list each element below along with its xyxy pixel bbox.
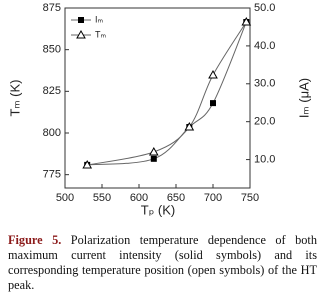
y-axis-label: Tₘ (K) [7, 80, 22, 117]
marker-square [210, 100, 216, 107]
legend-marker [76, 29, 86, 39]
x-tick-label: 750 [241, 192, 259, 204]
y2-tick-label: 40.0 [254, 40, 275, 52]
marker-triangle [208, 69, 218, 79]
x-tick-label: 500 [56, 192, 74, 204]
series-line [87, 21, 247, 166]
caption-text: Polarization temperature dependence of b… [8, 233, 317, 292]
y2-tick-label: 10.0 [254, 153, 275, 165]
x-tick-label: 600 [130, 192, 148, 204]
x-tick-label: 650 [167, 192, 185, 204]
legend-label: Iₘ [95, 14, 104, 24]
x-tick-label: 550 [93, 192, 111, 204]
marker-triangle [241, 16, 252, 26]
marker-triangle [82, 159, 93, 169]
series-line [87, 21, 247, 166]
y-tick-label: 800 [43, 127, 61, 139]
y2-tick-label: 30.0 [254, 78, 275, 90]
legend-marker [78, 17, 84, 23]
marker-triangle [148, 146, 159, 156]
x-tick-label: 700 [204, 192, 222, 204]
chart: Tₚ (K) Tₘ (K) Iₘ (μA) 500 550 600 650 700 750… [7, 2, 311, 218]
y-tick-label: 875 [43, 2, 61, 14]
legend-label: Tₘ [95, 29, 106, 39]
caption: Figure 5. Polarization temperature depen… [8, 233, 317, 293]
y-tick-label: 775 [43, 169, 61, 181]
x-axis-label: Tₚ (K) [141, 202, 175, 217]
y2-tick-label: 20.0 [254, 116, 275, 128]
y-tick-label: 825 [43, 85, 61, 97]
marker-triangle [184, 121, 195, 131]
y2-axis-label: Iₘ (μA) [296, 78, 311, 118]
marker-square [150, 155, 157, 162]
y2-tick-label: 50.0 [254, 2, 275, 14]
plot-frame [64, 7, 251, 189]
y-tick-label: 850 [43, 44, 61, 56]
caption-label: Figure 5. [8, 233, 62, 247]
